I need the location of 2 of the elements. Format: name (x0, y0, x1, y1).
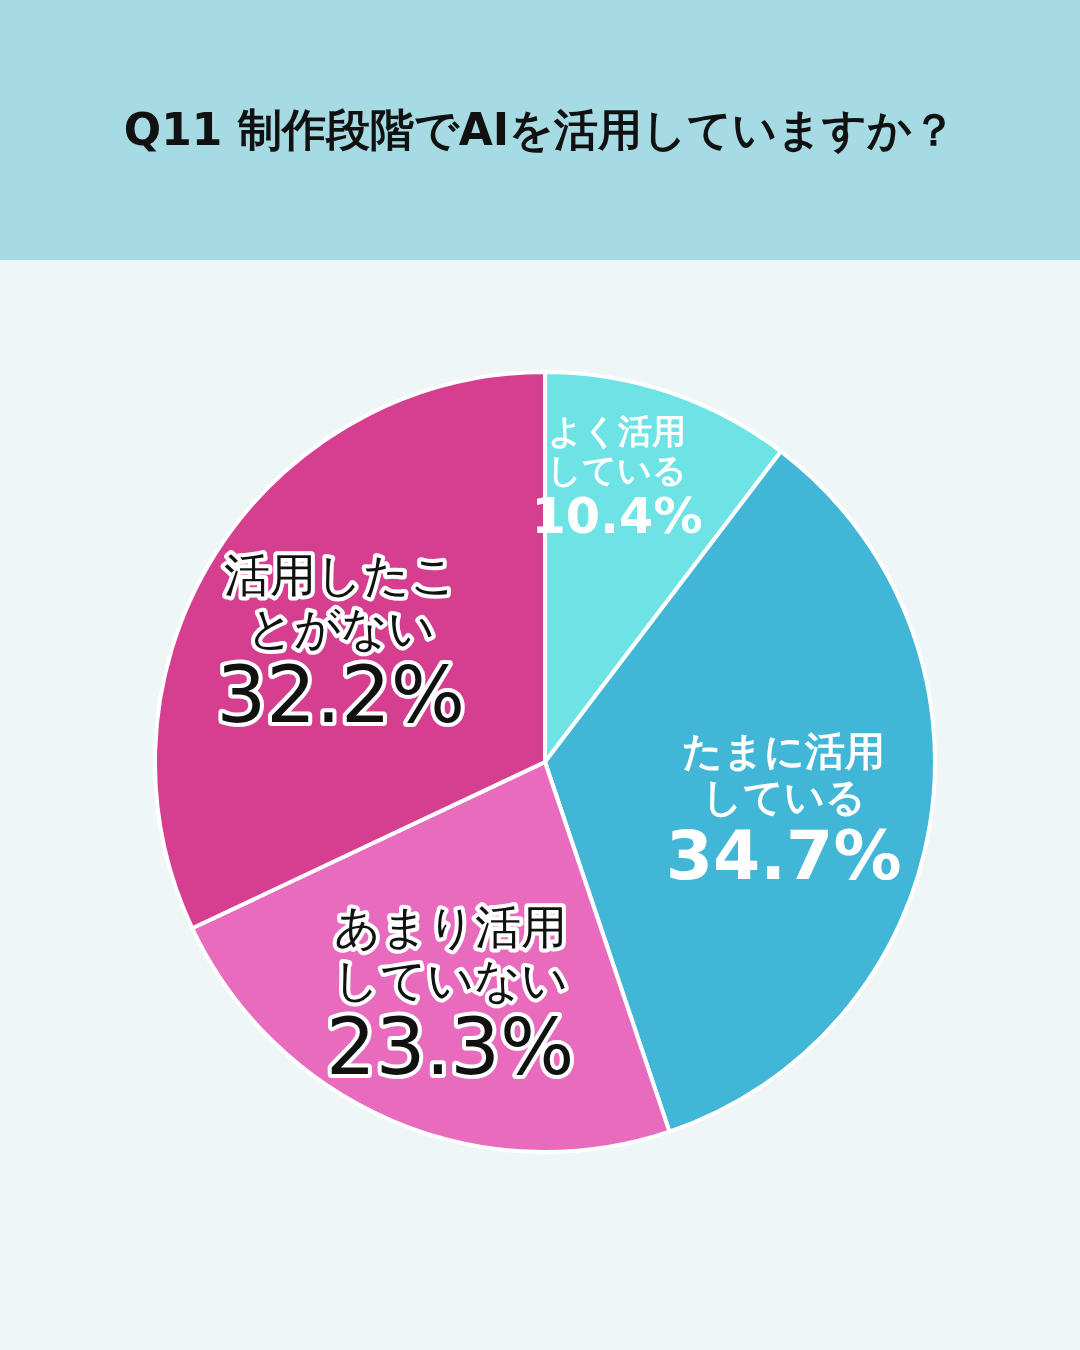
chart-title: Q11 制作段階でAIを活用していますか？ (123, 104, 957, 155)
slice-label: よく活用している (547, 411, 688, 491)
